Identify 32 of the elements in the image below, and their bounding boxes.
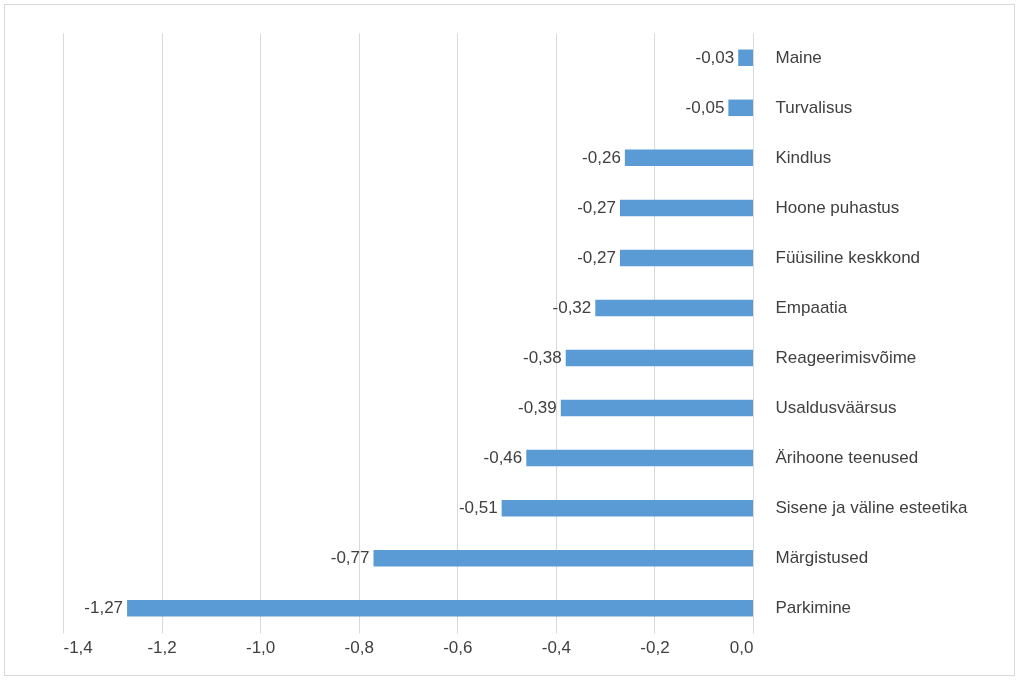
data-label: -0,03: [695, 47, 735, 67]
data-label: -0,38: [522, 348, 562, 368]
y-tick-label: Usaldusväärsus: [775, 398, 897, 418]
data-label: -1,27: [84, 598, 124, 618]
x-tick-label: -1,4: [63, 637, 93, 657]
y-tick-label: Hoone puhastus: [775, 197, 900, 217]
data-label: -0,26: [582, 147, 621, 167]
x-tick-label: -0,4: [541, 637, 572, 657]
data-label: -0,46: [483, 448, 523, 468]
x-tick-label: -1,2: [147, 637, 177, 657]
y-tick-label: Ärihoone teenused: [775, 448, 919, 468]
x-tick-label: -0,2: [640, 637, 670, 657]
x-tick-label: -0,8: [344, 637, 374, 657]
data-label: -0,32: [552, 297, 592, 317]
x-tick-label: -0,6: [443, 637, 473, 657]
x-tick-label: -1,0: [245, 637, 276, 657]
y-tick-label: Empaatia: [775, 297, 848, 317]
data-label: -0,27: [577, 247, 616, 267]
y-tick-label: Parkimine: [775, 598, 852, 618]
y-tick-label: Märgistused: [775, 548, 869, 568]
data-label: -0,51: [458, 498, 498, 518]
data-label: -0,27: [577, 197, 616, 217]
data-label: -0,77: [330, 548, 370, 568]
x-tick-label: 0,0: [729, 637, 754, 657]
y-tick-label: Maine: [775, 47, 822, 67]
y-tick-label: Turvalisus: [775, 97, 853, 117]
y-tick-label: Sisene ja väline esteetika: [775, 498, 968, 518]
data-label: -0,05: [685, 97, 725, 117]
y-tick-label: Füüsiline keskkond: [775, 247, 921, 267]
data-label: -0,39: [518, 398, 557, 418]
y-tick-label: Reageerimisvõime: [775, 348, 917, 368]
y-tick-label: Kindlus: [775, 147, 832, 167]
